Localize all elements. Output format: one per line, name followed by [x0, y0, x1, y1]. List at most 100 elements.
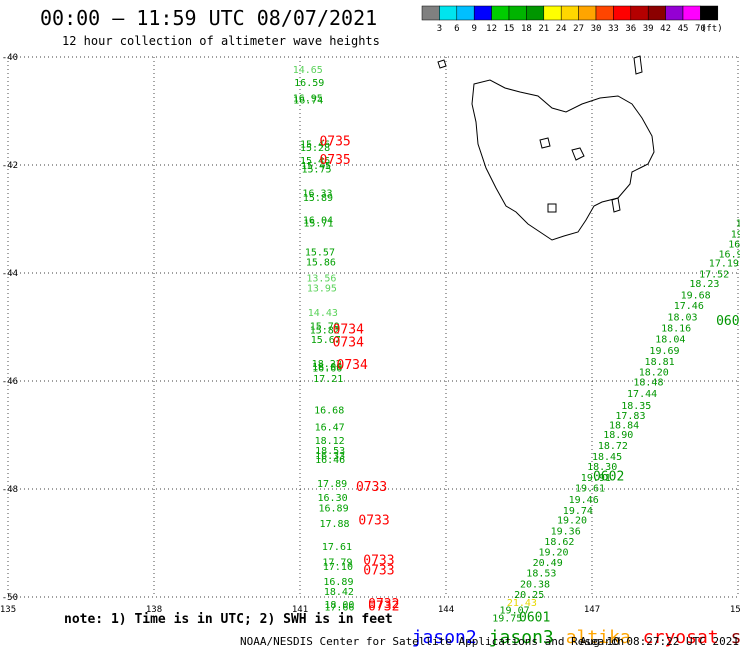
colorbar-tick: 9 — [471, 24, 476, 34]
wave-height-label: 17.46 — [674, 301, 704, 312]
wave-height-label: 15.79 — [310, 322, 340, 333]
colorbar-tick: 27 — [573, 24, 584, 34]
pass-time-label: 0734 — [333, 335, 364, 350]
legend-cryosat: cryosat — [642, 627, 719, 648]
wave-height-label: 15.86 — [306, 257, 336, 268]
wave-height-label: 18.22 — [312, 359, 342, 370]
colorbar-tick: 21 — [538, 24, 549, 34]
wave-height-label: 18.00 — [312, 362, 342, 373]
satellite-legend: jason2 jason3 altika cryosat s3a — [390, 606, 740, 648]
wave-height-label: 18.16 — [661, 323, 691, 334]
colorbar-unit: (ft) — [701, 24, 723, 34]
wave-height-label: 16.95 — [293, 93, 323, 104]
wave-height-label: 16.68 — [314, 405, 344, 416]
wave-height-label: 16.74 — [293, 95, 323, 106]
wave-height-label: 19.20 — [538, 547, 568, 558]
wave-height-label: 19.20 — [557, 516, 587, 527]
legend-altika: altika — [565, 627, 631, 648]
wave-height-label: 19 — [731, 229, 740, 240]
x-tick-label: 141 — [292, 605, 308, 615]
wave-height-label: 18.90 — [603, 430, 633, 441]
wave-height-label: 20.49 — [533, 558, 563, 569]
wave-height-label: 20.25 — [514, 590, 544, 601]
tasmania-outline — [471, 79, 655, 241]
y-tick-label: -44 — [2, 269, 18, 279]
colorbar-tick: 18 — [521, 24, 532, 34]
wave-height-label: 17.44 — [627, 389, 657, 400]
wave-height-label: 18.72 — [598, 441, 628, 452]
x-tick-label: 144 — [438, 605, 454, 615]
tasmania-coastline — [437, 55, 655, 241]
colorbar-tick: 70 — [695, 24, 706, 34]
pass-time-label: 0603 — [716, 314, 740, 329]
grid-layer — [7, 56, 739, 598]
wave-height-label: 15.71 — [303, 219, 333, 230]
island-flinders — [633, 55, 643, 75]
wave-height-label: 14.65 — [293, 65, 323, 76]
pass-time-label: 0733 — [363, 554, 394, 569]
wave-height-label: 16.59 — [294, 78, 324, 89]
wave-height-label: 19.46 — [569, 495, 599, 506]
wave-height-label: 16.47 — [315, 423, 345, 434]
wave-height-label: 17.19 — [709, 259, 739, 270]
wave-height-label: 18.12 — [315, 436, 345, 447]
note-text: note: 1) Time is in UTC; 2) SWH is in fe… — [64, 612, 393, 627]
wave-height-label: 16.30 — [318, 493, 348, 504]
wave-height-label: 17.83 — [615, 411, 645, 422]
wave-height-label: 18.04 — [655, 335, 685, 346]
y-tick-label: -40 — [2, 53, 18, 63]
colorbar-tick: 24 — [556, 24, 567, 34]
wave-height-label: 16.04 — [303, 215, 333, 226]
wave-height-label: 18.42 — [324, 587, 354, 598]
footer-timestamp: Aug 10 08:27:22 UTC 2021 — [580, 635, 739, 648]
footer-credit: NOAA/NESDIS Center for Satellite Applica… — [240, 635, 625, 648]
wave-height-label: 17.66 — [324, 603, 354, 614]
wave-height-label: 16.66 — [312, 363, 342, 374]
wave-height-label: 15.45 — [301, 161, 331, 172]
island-south — [571, 147, 585, 161]
colorbar-tick: 6 — [454, 24, 459, 34]
wave-height-label: 19 — [736, 219, 740, 230]
pass-time-label: 0734 — [333, 322, 364, 337]
wave-height-label: 17.52 — [699, 269, 729, 280]
colorbar-tick: 3 — [437, 24, 442, 34]
colorbar-tick: 33 — [608, 24, 619, 34]
wave-height-label: 18.53 — [526, 568, 556, 579]
pass-time-label: 0733 — [363, 563, 394, 578]
wave-height-label: 13.95 — [307, 283, 337, 294]
colorbar-tick: 45 — [678, 24, 689, 34]
wave-height-label: 17.61 — [322, 542, 352, 553]
wave-height-label: 19.36 — [551, 526, 581, 537]
wave-height-label: 13.56 — [306, 274, 336, 285]
wave-height-label: 18.03 — [667, 313, 697, 324]
chart-subtitle: 12 hour collection of altimeter wave hei… — [62, 34, 380, 48]
colorbar-tick: 39 — [643, 24, 654, 34]
wave-height-label: 15.82 — [310, 325, 340, 336]
x-tick-label: 135 — [0, 605, 16, 615]
x-tick-label: 138 — [146, 605, 162, 615]
wave-height-label: 18.00 — [324, 600, 354, 611]
island-bruny — [611, 197, 621, 213]
wave-height-label: 16.89 — [323, 577, 353, 588]
pass-time-label: 0733 — [356, 480, 387, 495]
pass-time-label: 0601 — [519, 610, 550, 625]
wave-height-label: 18.23 — [689, 279, 719, 290]
wave-height-label: 18.53 — [315, 446, 345, 457]
pass-time-label: 0732 — [368, 597, 399, 612]
pass-time-label: 0732 — [368, 600, 399, 615]
wave-height-label: 19.07 — [500, 606, 530, 617]
wave-height-label: 16.89 — [318, 504, 348, 515]
wave-height-label: 15.89 — [303, 193, 333, 204]
wave-height-label: 15.46 — [300, 156, 330, 167]
wave-height-label: 19.61 — [575, 484, 605, 495]
wave-height-label: 17.21 — [313, 374, 343, 385]
x-tick-label: 150 — [730, 605, 740, 615]
wave-height-label: 16.33 — [315, 451, 345, 462]
wave-height-label: 15.67 — [311, 335, 341, 346]
wave-height-label: 18.81 — [645, 357, 675, 368]
colorbar-tick: 12 — [486, 24, 497, 34]
wave-height-label: 17.88 — [319, 519, 349, 530]
pass-time-label: 0735 — [319, 135, 350, 150]
wave-height-label: 18.48 — [633, 377, 663, 388]
